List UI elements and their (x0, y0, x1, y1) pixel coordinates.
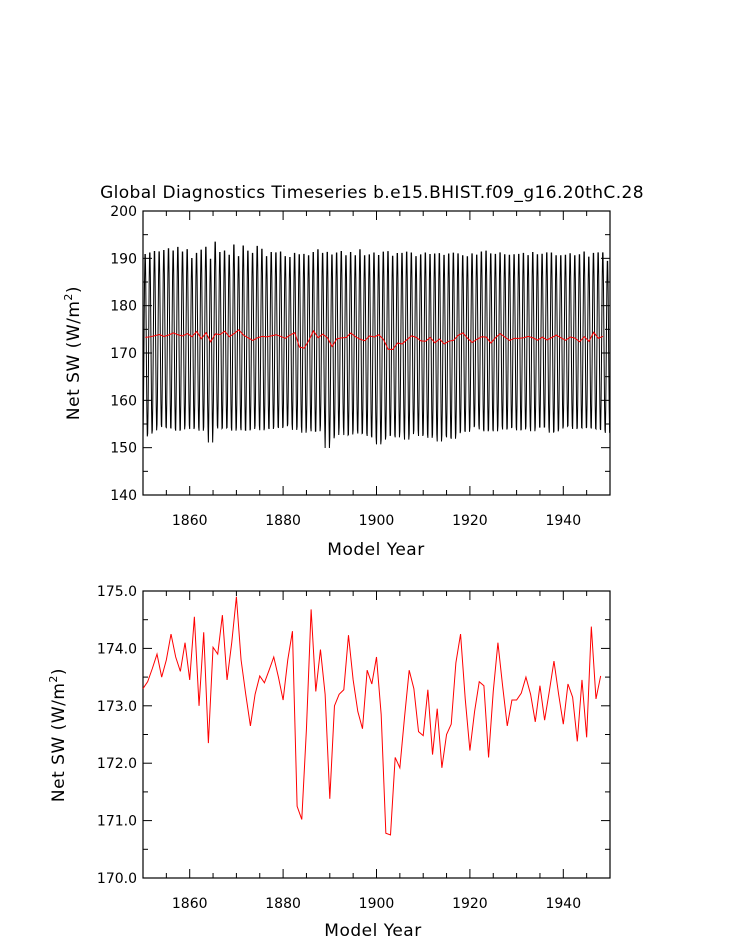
bottom-y-axis-label-sup: 2 (47, 675, 60, 683)
top-y-tick-label: 170 (110, 346, 137, 362)
bottom-y-tick-label: 174.0 (97, 641, 137, 657)
bottom-y-tick-label: 171.0 (97, 814, 137, 830)
bottom-y-axis-label: Net SW (W/m2) (47, 668, 69, 802)
bottom-y-axis-label-main: Net SW (W/m (49, 683, 69, 802)
bottom-y-tick-label: 173.0 (97, 699, 137, 715)
bottom-tick-labels: 1860 1880 1900 1920 1940 170.0 171.0 172.0 173.0… (97, 584, 581, 912)
top-y-axis-label-sup: 2 (62, 293, 75, 301)
bottom-y-axis-label-tail: ) (49, 668, 69, 675)
bottom-x-tick-label: 1940 (545, 896, 581, 912)
top-x-tick-label: 1940 (545, 513, 581, 529)
top-monthly-series-line (142, 241, 611, 449)
bottom-x-tick-label: 1880 (265, 896, 301, 912)
bottom-x-axis-label: Model Year (324, 921, 421, 941)
bottom-chart-panel: 1860 1880 1900 1920 1940 170.0 171.0 172.0 173.0… (47, 584, 611, 941)
top-y-tick-label: 200 (110, 204, 137, 220)
bottom-annual-mean-line (142, 596, 602, 836)
bottom-x-tick-label: 1920 (452, 896, 488, 912)
bottom-y-tick-label: 172.0 (97, 756, 137, 772)
bottom-plot-frame (142, 590, 611, 879)
top-plot-frame (142, 210, 611, 496)
top-x-tick-label: 1860 (172, 513, 208, 529)
top-y-tick-label: 140 (110, 488, 137, 504)
top-y-tick-label: 160 (110, 393, 137, 409)
bottom-x-tick-label: 1900 (359, 896, 395, 912)
top-x-tick-label: 1920 (452, 513, 488, 529)
top-y-tick-label: 190 (110, 251, 137, 267)
top-axis-ticks (142, 210, 611, 496)
chart-title: Global Diagnostics Timeseries b.e15.BHIS… (100, 183, 644, 203)
top-annual-mean-line (145, 329, 604, 350)
bottom-y-tick-label: 170.0 (97, 871, 137, 887)
top-y-tick-label: 150 (110, 441, 137, 457)
top-tick-labels: 1860 1880 1900 1920 1940 140 150 160 170 180 190 20… (110, 204, 581, 529)
top-y-tick-label: 180 (110, 299, 137, 315)
top-chart-panel: 1860 1880 1900 1920 1940 140 150 160 170 180 190 20… (62, 204, 611, 560)
top-y-axis-label-tail: ) (64, 286, 84, 293)
bottom-x-tick-label: 1860 (172, 896, 208, 912)
bottom-y-tick-label: 175.0 (97, 584, 137, 600)
top-y-axis-label: Net SW (W/m2) (62, 286, 84, 420)
top-y-axis-label-main: Net SW (W/m (64, 301, 84, 420)
top-x-tick-label: 1880 (265, 513, 301, 529)
bottom-axis-ticks (142, 590, 611, 879)
top-series-group (142, 241, 611, 449)
top-x-axis-label: Model Year (327, 540, 424, 560)
bottom-series-group (142, 596, 602, 836)
top-x-tick-label: 1900 (359, 513, 395, 529)
